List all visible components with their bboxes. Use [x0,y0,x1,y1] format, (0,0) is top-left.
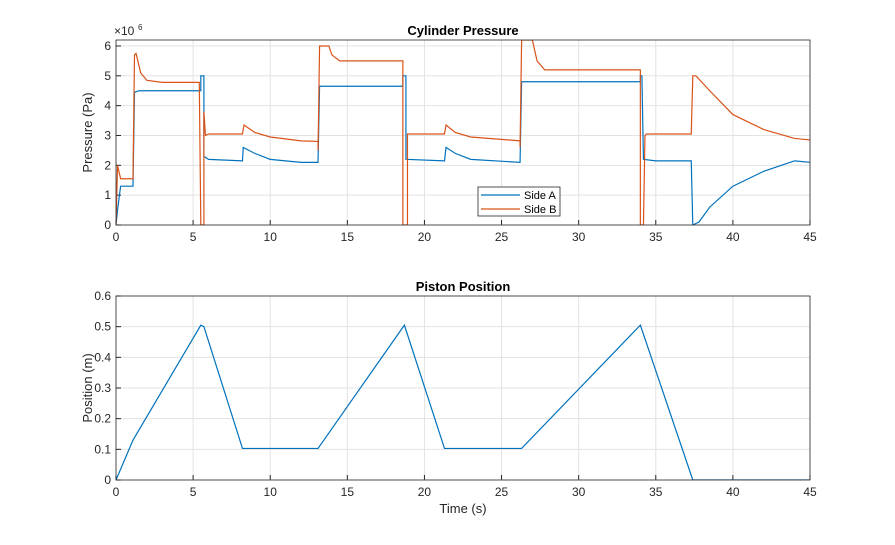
y-tick-label: 3 [104,128,111,142]
y-tick-label: 0.2 [94,412,111,426]
x-tick-label: 20 [418,485,432,499]
legend-label: Side A [524,190,556,202]
legend-label: Side B [524,204,556,216]
axes-box [115,39,811,226]
x-tick-label: 0 [113,230,120,244]
series-line-side-a [116,75,810,225]
legend-box [477,186,561,217]
legend: Side A Side B [477,186,561,217]
x-tick-label: 15 [341,485,355,499]
axes-position: 0 5 10 15 20 25 30 35 40 45 0 0.1 0.2 0.3 0.4 0.5 0.6 Pis… [80,279,817,516]
y-tick-label: 6 [104,39,111,53]
x-tick-label: 10 [264,485,278,499]
x-tick-label: 0 [113,485,120,499]
plot-area [116,40,810,225]
x-tick-label: 35 [649,485,663,499]
y-tick-label: 5 [104,69,111,83]
y-tick-label: 0 [104,473,111,487]
x-tick-label: 40 [726,230,740,244]
x-tick-label: 40 [726,485,740,499]
x-tick-label: 30 [572,230,586,244]
series-line-side-b [116,40,810,225]
x-tick-label: 5 [190,485,197,499]
exponent-label: ×10 [114,24,135,38]
y-axis-label: Pressure (Pa) [80,92,95,172]
x-tick-label: 30 [572,485,586,499]
y-tick-label: 0 [104,218,111,232]
y-tick-label: 0.5 [94,320,111,334]
y-tick-label: 4 [104,99,111,113]
x-tick-label: 15 [341,230,355,244]
y-tick-label: 2 [104,158,111,172]
x-tick-label: 45 [803,485,817,499]
x-tick-label: 35 [649,230,663,244]
x-tick-label: 25 [495,485,509,499]
y-axis-label: Position (m) [80,353,95,422]
y-tick-label: 0.3 [94,381,111,395]
chart-title: Piston Position [416,279,511,294]
exponent-value: 6 [138,23,143,32]
y-tick-label: 0.4 [94,350,111,364]
axes-box [115,295,811,481]
y-tick-label: 0.6 [94,289,111,303]
y-tick-label: 1 [104,188,111,202]
x-tick-label: 10 [264,230,278,244]
x-axis-label: Time (s) [439,501,486,516]
x-tick-label: 25 [495,230,509,244]
series-line-position [116,323,810,480]
y-tick-label: 0.1 [94,442,111,456]
x-tick-label: 45 [803,230,817,244]
x-tick-label: 5 [190,230,197,244]
chart-title: Cylinder Pressure [407,23,518,38]
x-tick-label: 20 [418,230,432,244]
